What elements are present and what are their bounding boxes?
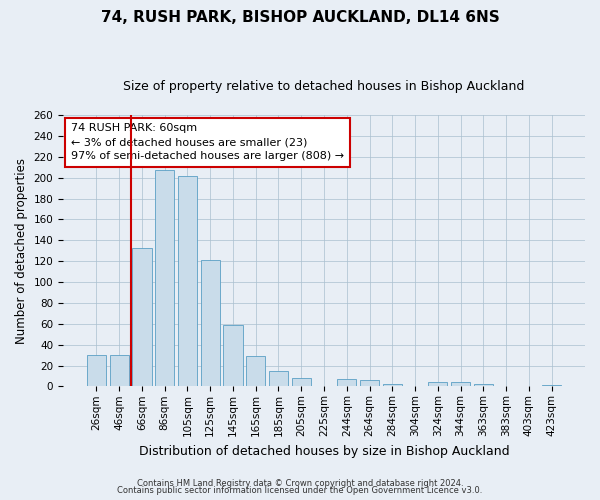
Bar xyxy=(246,356,265,386)
Bar xyxy=(383,384,402,386)
Bar xyxy=(87,355,106,386)
Bar xyxy=(269,370,288,386)
Y-axis label: Number of detached properties: Number of detached properties xyxy=(15,158,28,344)
Bar xyxy=(337,379,356,386)
Bar xyxy=(451,382,470,386)
Bar xyxy=(292,378,311,386)
Bar xyxy=(132,248,152,386)
Text: 74, RUSH PARK, BISHOP AUCKLAND, DL14 6NS: 74, RUSH PARK, BISHOP AUCKLAND, DL14 6NS xyxy=(101,10,499,25)
Bar xyxy=(110,355,129,386)
X-axis label: Distribution of detached houses by size in Bishop Auckland: Distribution of detached houses by size … xyxy=(139,444,509,458)
Bar xyxy=(428,382,448,386)
Text: 74 RUSH PARK: 60sqm
← 3% of detached houses are smaller (23)
97% of semi-detache: 74 RUSH PARK: 60sqm ← 3% of detached hou… xyxy=(71,123,344,161)
Bar xyxy=(223,325,242,386)
Bar xyxy=(178,176,197,386)
Text: Contains public sector information licensed under the Open Government Licence v3: Contains public sector information licen… xyxy=(118,486,482,495)
Text: Contains HM Land Registry data © Crown copyright and database right 2024.: Contains HM Land Registry data © Crown c… xyxy=(137,478,463,488)
Bar xyxy=(155,170,175,386)
Bar xyxy=(360,380,379,386)
Bar xyxy=(200,260,220,386)
Bar xyxy=(473,384,493,386)
Title: Size of property relative to detached houses in Bishop Auckland: Size of property relative to detached ho… xyxy=(124,80,525,93)
